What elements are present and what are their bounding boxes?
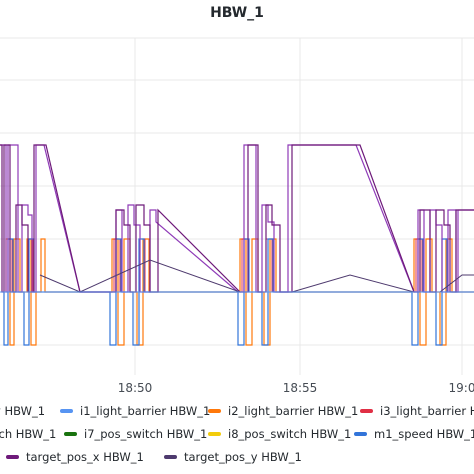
legend-label: m1_speed HBW_1 [374, 427, 474, 441]
x-tick-label: 18:50 [118, 381, 153, 395]
legend-item[interactable]: i7_pos_switch HBW_1 [64, 427, 207, 441]
series-lines [0, 144, 474, 346]
legend-swatch [6, 455, 19, 459]
x-tick-label: 18:55 [283, 381, 318, 395]
series-line [0, 144, 474, 293]
legend-item[interactable]: m1_speed HBW_1 [354, 427, 474, 441]
legend-label: i1_light_barrier HBW_1 [80, 404, 211, 418]
grid [0, 37, 474, 375]
legend-item[interactable]: i2_light_barrier HBW_1 [208, 404, 358, 418]
series-line [39, 259, 474, 293]
legend-swatch [208, 432, 221, 436]
legend-label: tch HBW_1 [0, 427, 57, 441]
chart-title: HBW_1 [210, 5, 264, 21]
legend-item[interactable]: i3_light_barrier HBW_1 [360, 404, 474, 418]
legend-swatch [164, 455, 177, 459]
legend-swatch [354, 432, 367, 436]
legend-swatch [60, 409, 73, 413]
x-tick-label: 19:0 [449, 381, 474, 395]
x-axis: 18:50 18:55 19:0 [118, 381, 474, 395]
legend-label: i3_light_barrier HBW_1 [380, 404, 474, 418]
legend-swatch [208, 409, 221, 413]
legend-item[interactable]: i8_pos_switch HBW_1 [208, 427, 351, 441]
legend-label: i7_pos_switch HBW_1 [84, 427, 208, 441]
series-line [0, 144, 474, 293]
legend-item[interactable]: i1_light_barrier HBW_1 [60, 404, 210, 418]
legend-label: i2_light_barrier HBW_1 [228, 404, 359, 418]
legend-item[interactable]: y HBW_1 [0, 404, 45, 418]
legend-label: target_pos_y HBW_1 [184, 450, 302, 464]
legend-item[interactable]: target_pos_x HBW_1 [6, 450, 144, 464]
legend-label: target_pos_x HBW_1 [26, 450, 144, 464]
legend-item[interactable]: tch HBW_1 [0, 427, 56, 441]
legend-swatch [360, 409, 373, 413]
legend-label: y HBW_1 [0, 404, 46, 418]
legend-swatch [64, 432, 77, 436]
legend: y HBW_1 i1_light_barrier HBW_1 i2_light_ba… [0, 400, 474, 474]
legend-item[interactable]: target_pos_y HBW_1 [164, 450, 302, 464]
chart-plot: 18:50 18:55 19:0 [0, 37, 474, 395]
legend-label: i8_pos_switch HBW_1 [228, 427, 352, 441]
